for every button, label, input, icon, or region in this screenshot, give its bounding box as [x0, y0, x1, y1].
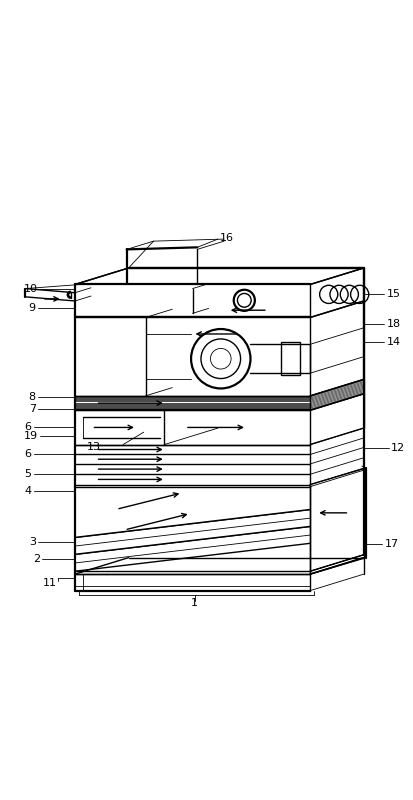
Text: 18: 18	[386, 318, 400, 329]
Text: 6: 6	[25, 422, 31, 433]
Text: 15: 15	[386, 290, 399, 299]
Bar	[280, 342, 299, 375]
Text: 6: 6	[25, 450, 31, 459]
Text: 10: 10	[24, 283, 38, 294]
Text: 12: 12	[390, 443, 404, 453]
Text: 3: 3	[28, 538, 36, 547]
Text: 9: 9	[28, 303, 36, 314]
Text: 19: 19	[24, 431, 38, 442]
Text: 11: 11	[42, 578, 56, 588]
Text: 17: 17	[384, 539, 398, 549]
Text: 4: 4	[24, 486, 31, 496]
Text: 14: 14	[386, 338, 400, 347]
Text: 13: 13	[86, 442, 100, 452]
Text: 2: 2	[33, 554, 40, 564]
Text: 16: 16	[219, 233, 233, 243]
Text: 1: 1	[191, 598, 198, 608]
Text: 5: 5	[25, 470, 31, 479]
Text: 8: 8	[28, 392, 36, 402]
Text: 7: 7	[28, 404, 36, 414]
